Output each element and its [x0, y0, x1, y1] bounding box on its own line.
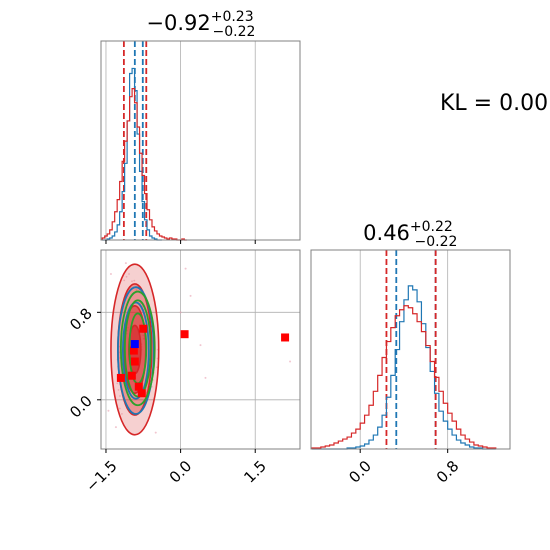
scatter-point — [121, 412, 123, 415]
title-upper-error: +0.23 — [211, 9, 254, 25]
x-tick-labels: −1.5 0.0 1.5 — [82, 457, 270, 495]
scatter-point — [114, 426, 117, 429]
tick-marks — [97, 311, 256, 453]
scatter-point — [107, 409, 110, 412]
red-histogram-series — [311, 305, 497, 449]
title-median: 0.46 — [363, 221, 410, 245]
scatter-point — [131, 280, 133, 283]
scatter-point — [109, 273, 112, 276]
scatter-point — [154, 431, 157, 434]
scatter-point — [116, 382, 119, 385]
histogram-series — [311, 285, 497, 450]
panel-title: 0.46+0.22 — [363, 219, 453, 245]
x-tick-label: 0.0 — [166, 457, 196, 487]
title-upper-error: +0.22 — [410, 219, 453, 235]
red-square-marker — [281, 333, 290, 342]
x-tick-label: 0.8 — [433, 457, 463, 487]
marginal-histogram-x: −0.92+0.23 −0.22 — [100, 9, 301, 244]
red-square-marker — [129, 346, 138, 355]
scatter-point — [125, 275, 128, 278]
tick-marks — [105, 240, 256, 244]
grid-lines — [105, 41, 256, 240]
blue-histogram-series — [312, 285, 496, 450]
histogram-series — [101, 67, 187, 241]
kl-divergence-label: KL = 0.00 — [440, 91, 548, 116]
title-lower-error: −0.22 — [415, 234, 458, 250]
scatter-point — [135, 289, 138, 291]
axes-frame — [310, 249, 511, 450]
blue-square-marker — [130, 340, 139, 349]
scatter-point — [199, 344, 202, 347]
title-lower-error: −0.22 — [213, 24, 256, 40]
x-tick-label: −1.5 — [82, 457, 120, 495]
scatter-point — [128, 273, 130, 275]
title-median: −0.92 — [146, 11, 210, 35]
marker-squares — [116, 324, 290, 398]
scatter-point — [289, 360, 292, 363]
x-tick-label: 0.0 — [345, 457, 375, 487]
green-contour — [120, 290, 156, 407]
x-tick-labels: 0.0 0.8 — [345, 457, 462, 487]
scatter-point — [124, 262, 127, 265]
scatter-point — [123, 279, 126, 282]
quantile-lines — [385, 250, 437, 449]
scatter-point — [184, 267, 187, 270]
red-square-marker — [127, 371, 136, 380]
red-square-marker — [130, 357, 139, 366]
red-square-marker — [134, 382, 143, 391]
joint-scatter-panel: −1.5 0.0 1.5 0.0 0.8 — [66, 249, 301, 496]
panel-title: −0.92+0.23 — [146, 9, 253, 35]
quantile-lines — [122, 41, 148, 240]
blue-histogram-series — [102, 67, 162, 241]
red-histogram-series — [101, 88, 187, 241]
scatter-point — [118, 407, 121, 410]
scatter-point — [117, 389, 120, 391]
blue-contour — [117, 286, 155, 415]
scatter-point — [204, 376, 207, 379]
blue-contour — [121, 301, 150, 400]
scatter-point — [179, 311, 182, 314]
scatter-point — [189, 294, 192, 297]
red-square-marker — [137, 389, 146, 398]
axes-frame — [100, 249, 301, 450]
grid-lines — [359, 250, 449, 449]
tick-marks — [359, 449, 449, 453]
red-square-marker — [139, 324, 148, 333]
red-square-marker — [116, 373, 125, 382]
axes-frame — [100, 40, 301, 241]
y-tick-labels: 0.0 0.8 — [66, 304, 96, 421]
red-square-marker — [180, 330, 189, 339]
marginal-histogram-y: 0.0 0.8 0.46+0.22 −0.22 — [310, 219, 511, 487]
y-tick-label: 0.0 — [66, 392, 96, 422]
x-tick-label: 1.5 — [240, 457, 270, 487]
scatter-point — [119, 395, 121, 397]
scatter-point — [133, 279, 136, 282]
y-tick-label: 0.8 — [66, 304, 96, 334]
